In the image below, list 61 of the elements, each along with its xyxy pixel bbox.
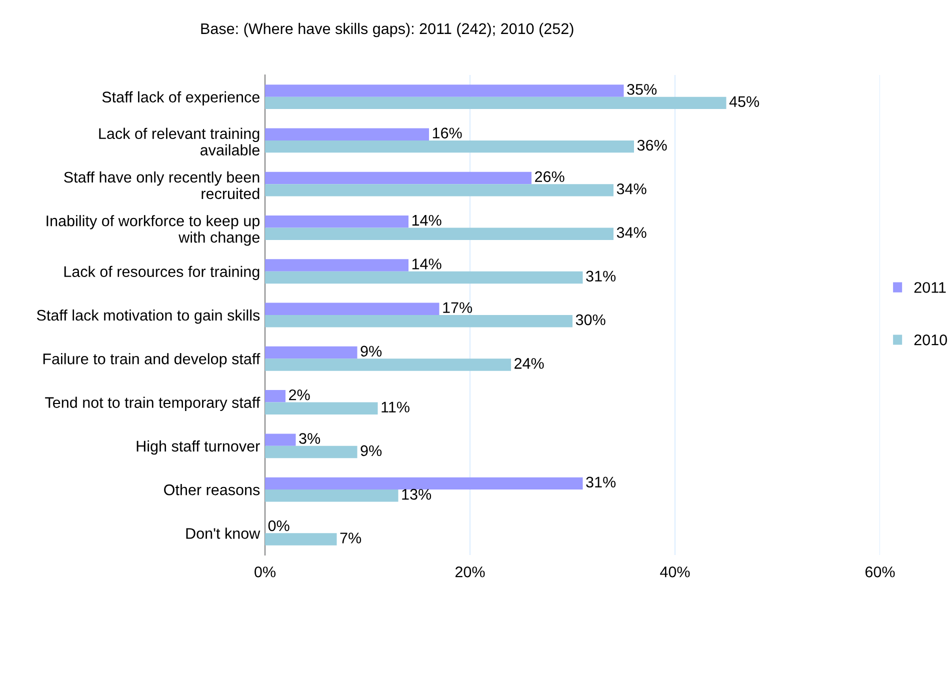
bar <box>265 84 624 97</box>
bar <box>265 271 583 284</box>
data-label: 34% <box>616 183 646 194</box>
y-tick-label: Don't know <box>186 528 260 539</box>
bar <box>265 490 398 502</box>
bar <box>265 390 286 402</box>
data-label: 24% <box>514 358 544 369</box>
y-tick-label: High staff turnover <box>136 440 260 455</box>
data-label: 35% <box>627 84 657 95</box>
data-label: 34% <box>616 227 646 238</box>
bar <box>265 315 572 328</box>
data-label: 26% <box>535 171 564 182</box>
x-tick-label: 60% <box>865 566 895 578</box>
bar <box>265 533 337 546</box>
data-label: 13% <box>402 488 432 500</box>
bar <box>265 358 511 371</box>
data-label: 17% <box>443 302 472 313</box>
data-label: 9% <box>360 346 382 357</box>
bar <box>265 228 614 240</box>
bar <box>265 172 532 184</box>
y-tick-label: Lack of resources for training <box>64 266 260 280</box>
bar <box>265 96 726 110</box>
data-label: 14% <box>412 214 442 226</box>
data-label: 0% <box>268 520 290 532</box>
bar <box>265 216 408 228</box>
y-tick-label: Staff lack motivation to gain skills <box>36 309 260 324</box>
bar <box>265 446 358 458</box>
data-label: 16% <box>432 128 462 138</box>
data-label: 30% <box>576 314 606 326</box>
bar <box>265 140 634 153</box>
x-tick-label: 20% <box>455 566 485 578</box>
data-label: 31% <box>586 476 616 488</box>
y-tick-label: Inability of workforce to keep up with change <box>46 215 260 246</box>
data-label: 2% <box>289 389 310 400</box>
bar <box>265 259 408 272</box>
x-tick-label: 40% <box>660 566 690 578</box>
chart-title: Base: (Where have skills gaps): 2011 (242); 2010 (252) <box>201 22 574 38</box>
y-tick-label: Failure to train and develop staff <box>43 353 260 368</box>
data-label: 14% <box>412 258 442 270</box>
y-tick-label: Tend not to train temporary staff <box>45 396 260 411</box>
bar <box>265 302 440 315</box>
y-tick-label: Lack of relevant training available <box>99 128 260 156</box>
data-label: 7% <box>340 532 362 544</box>
legend-label: 2010 <box>914 334 947 346</box>
data-label: 45% <box>729 96 760 108</box>
legend-label: 2011 <box>914 282 946 293</box>
data-label: 9% <box>360 445 382 456</box>
data-label: 31% <box>586 270 616 282</box>
bar <box>265 346 358 359</box>
bar <box>265 184 614 196</box>
y-tick-label: Other reasons <box>164 484 260 496</box>
data-label: 11% <box>382 402 410 412</box>
bar <box>265 477 583 490</box>
data-label: 3% <box>299 433 320 444</box>
y-tick-label: Staff lack of experience <box>102 91 260 106</box>
x-tick-label: 0% <box>254 566 276 578</box>
y-tick-label: Staff have only recently been recruited <box>64 171 260 200</box>
bar <box>265 128 429 140</box>
bar <box>265 434 296 446</box>
bar <box>265 402 378 414</box>
data-label: 36% <box>637 140 667 151</box>
